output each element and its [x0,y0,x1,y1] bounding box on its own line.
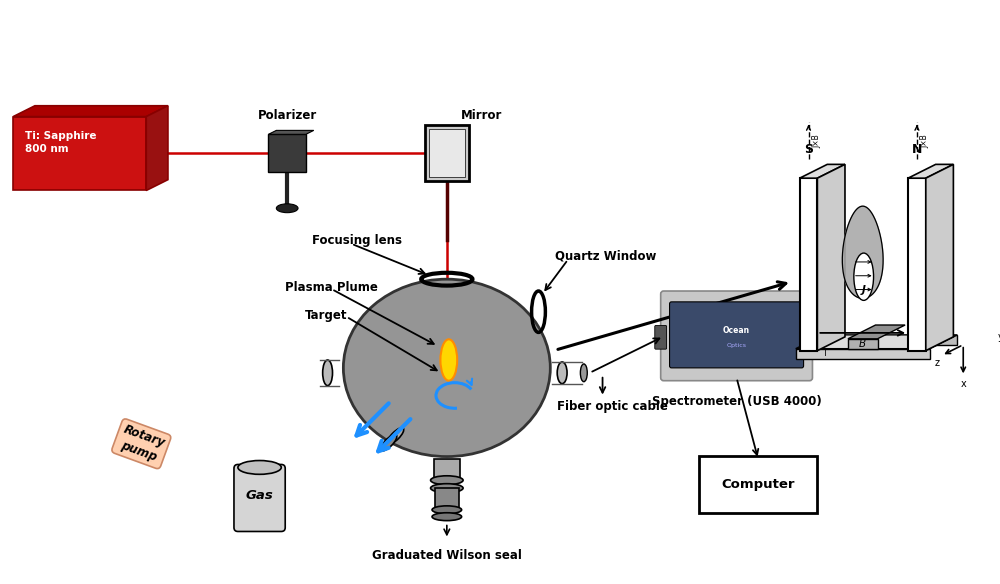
Text: N: N [912,144,922,157]
Polygon shape [13,106,168,117]
Ellipse shape [854,253,874,300]
Ellipse shape [580,364,587,382]
Polygon shape [817,164,845,350]
Polygon shape [926,164,953,350]
Ellipse shape [276,204,298,213]
Text: Mirror: Mirror [461,109,502,121]
Text: Optics: Optics [727,343,747,348]
Polygon shape [268,134,306,172]
Text: Ocean: Ocean [723,326,750,335]
Polygon shape [434,458,460,480]
Text: S: S [804,144,813,157]
Text: J: J [862,284,866,294]
Polygon shape [796,349,930,359]
Text: Focusing lens: Focusing lens [312,234,402,246]
Polygon shape [848,325,905,339]
Ellipse shape [381,434,397,451]
Text: Fiber optic cable: Fiber optic cable [557,401,668,413]
Text: x: x [960,379,966,389]
Text: Rotary
pump: Rotary pump [116,423,166,464]
FancyBboxPatch shape [661,291,812,381]
Polygon shape [796,335,957,349]
Ellipse shape [387,427,404,444]
Polygon shape [848,339,878,349]
Text: Spectrometer (USB 4000): Spectrometer (USB 4000) [652,395,821,408]
Polygon shape [908,164,953,178]
Text: J×B: J×B [921,134,930,148]
FancyBboxPatch shape [699,456,817,513]
Text: Gas: Gas [246,489,273,502]
Polygon shape [800,164,845,178]
Polygon shape [823,335,957,345]
Polygon shape [435,488,459,510]
Text: Quartz Window: Quartz Window [555,249,657,262]
FancyBboxPatch shape [234,464,285,531]
Ellipse shape [432,513,462,521]
Polygon shape [13,117,146,190]
Text: z: z [935,357,940,367]
FancyBboxPatch shape [670,302,804,368]
Ellipse shape [431,476,463,485]
Text: Polarizer: Polarizer [258,109,317,121]
Polygon shape [425,126,469,180]
Ellipse shape [440,339,457,381]
Text: Ti: Sapphire
800 nm: Ti: Sapphire 800 nm [25,131,97,154]
Polygon shape [268,130,314,134]
Ellipse shape [432,506,462,514]
Polygon shape [842,206,883,298]
Text: T: T [822,349,827,358]
Text: B: B [859,339,866,349]
Text: J×B: J×B [812,134,821,148]
Ellipse shape [323,360,333,385]
Text: y: y [998,332,1000,342]
Ellipse shape [557,362,567,384]
Polygon shape [908,178,926,350]
Polygon shape [146,106,168,190]
Ellipse shape [238,461,281,474]
Ellipse shape [431,484,463,492]
Polygon shape [800,178,817,350]
Text: Target: Target [305,308,347,322]
Text: Plasma Plume: Plasma Plume [285,281,378,294]
Text: Graduated Wilson seal: Graduated Wilson seal [372,549,522,562]
Ellipse shape [343,279,550,457]
FancyBboxPatch shape [655,325,667,349]
Polygon shape [429,130,465,177]
Text: Computer: Computer [722,478,795,491]
